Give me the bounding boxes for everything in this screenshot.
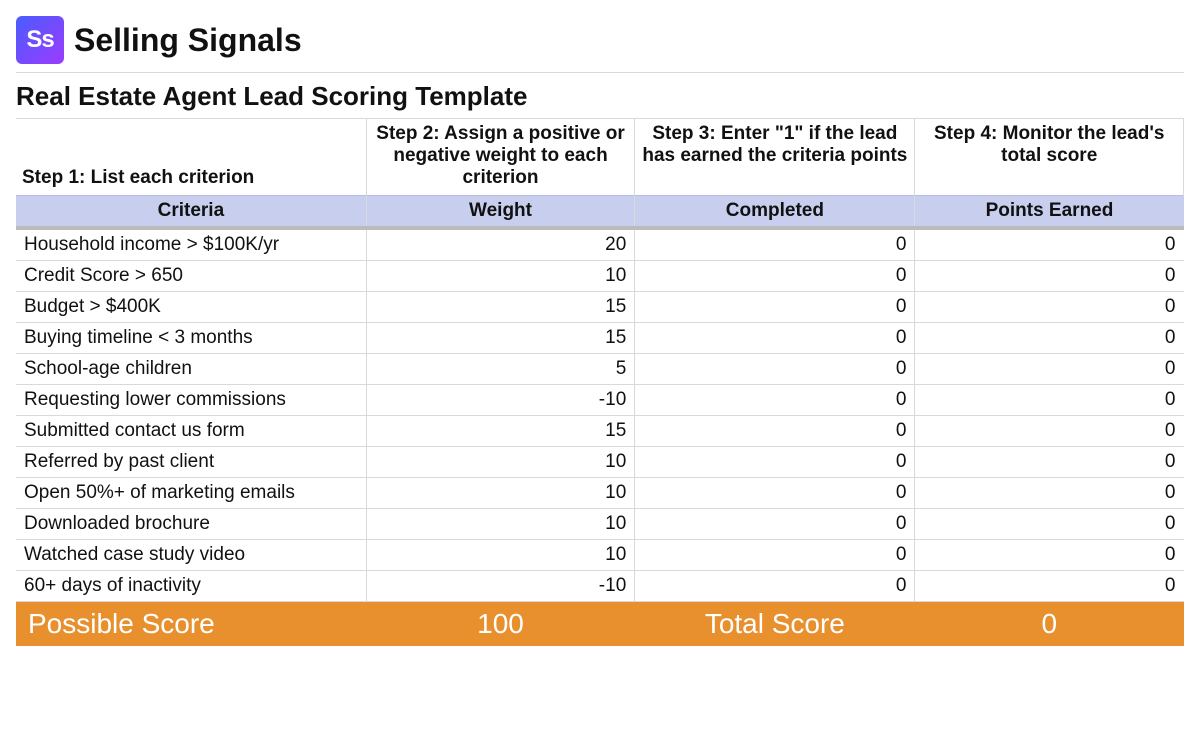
cell-criteria: Budget > $400K bbox=[16, 292, 366, 323]
cell-points: 0 bbox=[915, 416, 1184, 447]
col-weight: Weight bbox=[366, 196, 635, 229]
cell-completed[interactable]: 0 bbox=[635, 385, 915, 416]
table-row: Requesting lower commissions-1000 bbox=[16, 385, 1184, 416]
cell-criteria: Requesting lower commissions bbox=[16, 385, 366, 416]
cell-completed[interactable]: 0 bbox=[635, 447, 915, 478]
col-completed: Completed bbox=[635, 196, 915, 229]
cell-criteria: Watched case study video bbox=[16, 540, 366, 571]
cell-completed[interactable]: 0 bbox=[635, 509, 915, 540]
cell-completed[interactable]: 0 bbox=[635, 478, 915, 509]
table-row: Submitted contact us form1500 bbox=[16, 416, 1184, 447]
step-3-label: Step 3: Enter "1" if the lead has earned… bbox=[635, 119, 915, 196]
cell-weight[interactable]: 10 bbox=[366, 478, 635, 509]
cell-completed[interactable]: 0 bbox=[635, 416, 915, 447]
cell-criteria: Household income > $100K/yr bbox=[16, 228, 366, 261]
brand-name: Selling Signals bbox=[74, 22, 302, 59]
brand-header: Ss Selling Signals bbox=[16, 16, 1184, 72]
cell-completed[interactable]: 0 bbox=[635, 261, 915, 292]
column-header-row: Criteria Weight Completed Points Earned bbox=[16, 196, 1184, 229]
cell-weight[interactable]: 15 bbox=[366, 416, 635, 447]
cell-weight[interactable]: 10 bbox=[366, 509, 635, 540]
cell-criteria: Submitted contact us form bbox=[16, 416, 366, 447]
cell-criteria: Downloaded brochure bbox=[16, 509, 366, 540]
cell-weight[interactable]: 20 bbox=[366, 228, 635, 261]
cell-weight[interactable]: 10 bbox=[366, 540, 635, 571]
cell-criteria: Buying timeline < 3 months bbox=[16, 323, 366, 354]
cell-points: 0 bbox=[915, 540, 1184, 571]
possible-score-label: Possible Score bbox=[16, 602, 366, 647]
page-title: Real Estate Agent Lead Scoring Template bbox=[16, 77, 1184, 119]
cell-points: 0 bbox=[915, 228, 1184, 261]
table-row: Credit Score > 6501000 bbox=[16, 261, 1184, 292]
cell-completed[interactable]: 0 bbox=[635, 571, 915, 602]
cell-points: 0 bbox=[915, 354, 1184, 385]
table-row: 60+ days of inactivity-1000 bbox=[16, 571, 1184, 602]
table-row: School-age children500 bbox=[16, 354, 1184, 385]
cell-criteria: School-age children bbox=[16, 354, 366, 385]
cell-points: 0 bbox=[915, 292, 1184, 323]
table-row: Watched case study video1000 bbox=[16, 540, 1184, 571]
cell-weight[interactable]: -10 bbox=[366, 571, 635, 602]
cell-points: 0 bbox=[915, 261, 1184, 292]
brand-logo-icon: Ss bbox=[16, 16, 64, 64]
cell-points: 0 bbox=[915, 509, 1184, 540]
divider bbox=[16, 72, 1184, 73]
step-1-label: Step 1: List each criterion bbox=[16, 119, 366, 196]
col-criteria: Criteria bbox=[16, 196, 366, 229]
cell-weight[interactable]: 10 bbox=[366, 261, 635, 292]
table-row: Referred by past client1000 bbox=[16, 447, 1184, 478]
cell-weight[interactable]: 5 bbox=[366, 354, 635, 385]
table-row: Downloaded brochure1000 bbox=[16, 509, 1184, 540]
table-row: Open 50%+ of marketing emails1000 bbox=[16, 478, 1184, 509]
step-row: Step 1: List each criterion Step 2: Assi… bbox=[16, 119, 1184, 196]
cell-criteria: Open 50%+ of marketing emails bbox=[16, 478, 366, 509]
totals-row: Possible Score 100 Total Score 0 bbox=[16, 602, 1184, 647]
step-2-label: Step 2: Assign a positive or negative we… bbox=[366, 119, 635, 196]
cell-completed[interactable]: 0 bbox=[635, 354, 915, 385]
cell-points: 0 bbox=[915, 385, 1184, 416]
cell-points: 0 bbox=[915, 447, 1184, 478]
cell-completed[interactable]: 0 bbox=[635, 323, 915, 354]
table-row: Household income > $100K/yr2000 bbox=[16, 228, 1184, 261]
cell-points: 0 bbox=[915, 323, 1184, 354]
cell-points: 0 bbox=[915, 571, 1184, 602]
total-score-label: Total Score bbox=[635, 602, 915, 647]
cell-weight[interactable]: 10 bbox=[366, 447, 635, 478]
cell-criteria: Credit Score > 650 bbox=[16, 261, 366, 292]
col-points: Points Earned bbox=[915, 196, 1184, 229]
cell-weight[interactable]: -10 bbox=[366, 385, 635, 416]
table-row: Buying timeline < 3 months1500 bbox=[16, 323, 1184, 354]
cell-criteria: Referred by past client bbox=[16, 447, 366, 478]
step-4-label: Step 4: Monitor the lead's total score bbox=[915, 119, 1184, 196]
possible-score-value: 100 bbox=[366, 602, 635, 647]
cell-points: 0 bbox=[915, 478, 1184, 509]
table-row: Budget > $400K1500 bbox=[16, 292, 1184, 323]
lead-scoring-table: Step 1: List each criterion Step 2: Assi… bbox=[16, 119, 1184, 646]
cell-completed[interactable]: 0 bbox=[635, 228, 915, 261]
cell-criteria: 60+ days of inactivity bbox=[16, 571, 366, 602]
cell-weight[interactable]: 15 bbox=[366, 292, 635, 323]
total-score-value: 0 bbox=[915, 602, 1184, 647]
cell-completed[interactable]: 0 bbox=[635, 292, 915, 323]
cell-weight[interactable]: 15 bbox=[366, 323, 635, 354]
cell-completed[interactable]: 0 bbox=[635, 540, 915, 571]
